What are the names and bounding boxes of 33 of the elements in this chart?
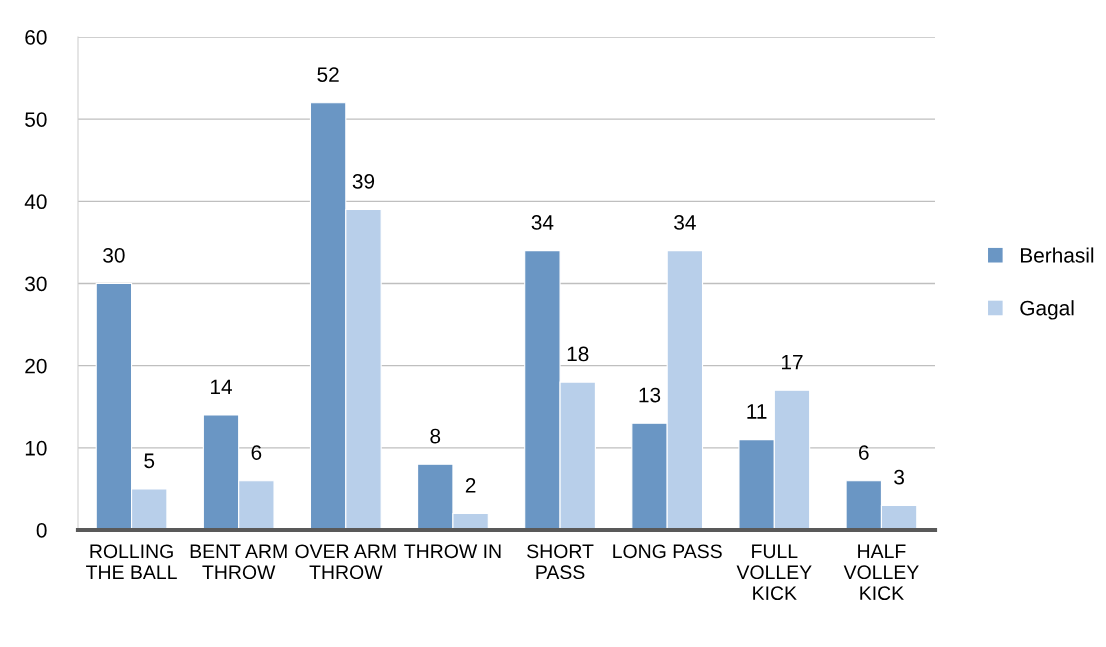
- data-label: 52: [317, 67, 339, 82]
- y-tick-label: 0: [36, 523, 47, 538]
- y-tick-label: 10: [25, 440, 47, 456]
- legend-label: Berhasil: [1020, 247, 1094, 263]
- data-label: 34: [674, 215, 696, 230]
- legend-label: Gagal: [1020, 300, 1074, 320]
- data-label: 18: [567, 346, 589, 362]
- data-label: 13: [639, 387, 661, 403]
- data-label: 6: [251, 445, 262, 460]
- y-tick-label: 20: [25, 358, 47, 374]
- data-label: 6: [859, 445, 869, 460]
- data-label: 39: [352, 174, 375, 189]
- x-tick-label: BENT ARM THROW: [190, 544, 287, 580]
- data-label: 2: [465, 478, 476, 493]
- x-tick-label: ROLLING THE BALL: [86, 544, 177, 579]
- y-tick-label: 60: [25, 30, 47, 45]
- x-tick-label: OVER ARM THROW: [295, 544, 396, 580]
- data-label: 3: [894, 469, 904, 485]
- x-tick-label: SHORT PASS: [527, 544, 594, 580]
- y-tick-label: 30: [25, 276, 47, 292]
- x-tick-label: FULL VOLLEY KICK: [736, 544, 812, 601]
- data-label: 11: [747, 404, 767, 419]
- y-tick-label: 40: [24, 194, 47, 210]
- x-tick-label: LONG PASS: [613, 544, 722, 559]
- y-tick-label: 50: [25, 112, 47, 127]
- data-label: 14: [211, 379, 232, 394]
- data-label: 5: [144, 453, 155, 469]
- data-label: 8: [430, 428, 441, 444]
- x-tick-label: HALF VOLLEY KICK: [843, 544, 919, 601]
- data-label: 34: [531, 215, 554, 230]
- data-label: 17: [781, 354, 803, 370]
- x-tick-label: THROW IN: [404, 544, 501, 559]
- data-label: 30: [103, 247, 125, 263]
